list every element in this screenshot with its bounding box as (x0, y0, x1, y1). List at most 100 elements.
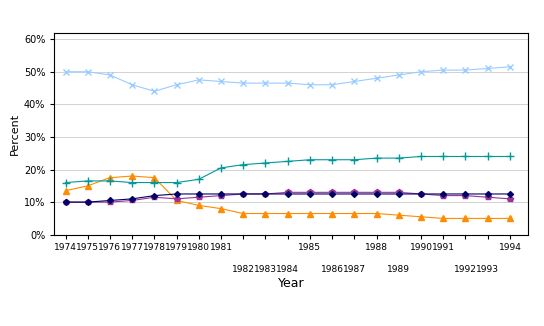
Purch. Elect. (195, 177, 202, 181)
Coal (84, 200, 91, 204)
Natural Gas (484, 67, 491, 70)
Natural Gas (240, 81, 246, 85)
Line: Natural Gas: Natural Gas (62, 63, 514, 95)
Purch. Elect. (373, 156, 380, 160)
Coal (129, 199, 135, 202)
Purch. Elect. (462, 155, 469, 158)
Text: 1987: 1987 (343, 265, 366, 274)
Coal (373, 190, 380, 194)
Natural Gas (440, 68, 447, 72)
All Others (307, 192, 313, 196)
Total Fuel Oil (151, 176, 158, 180)
All Others (84, 200, 91, 204)
Text: 1984: 1984 (276, 265, 299, 274)
Text: 1992: 1992 (454, 265, 477, 274)
All Others (418, 192, 424, 196)
All Others (240, 192, 246, 196)
Total Fuel Oil (240, 212, 246, 215)
Coal (351, 190, 357, 194)
Purch. Elect. (174, 181, 180, 185)
All Others (440, 192, 447, 196)
Natural Gas (129, 83, 135, 87)
Text: 1983: 1983 (254, 265, 277, 274)
Natural Gas (462, 68, 469, 72)
Coal (484, 195, 491, 199)
Purch. Elect. (107, 179, 113, 183)
Total Fuel Oil (84, 184, 91, 188)
Coal (285, 190, 291, 194)
Total Fuel Oil (506, 216, 513, 220)
Natural Gas (395, 73, 402, 77)
Total Fuel Oil (373, 212, 380, 215)
Line: Coal: Coal (63, 189, 512, 205)
Total Fuel Oil (351, 212, 357, 215)
Coal (418, 192, 424, 196)
Purch. Elect. (506, 155, 513, 158)
Y-axis label: Percent: Percent (10, 112, 20, 155)
Line: Purch. Elect.: Purch. Elect. (61, 152, 514, 187)
Coal (174, 197, 180, 201)
Natural Gas (107, 73, 113, 77)
Purch. Elect. (240, 163, 246, 167)
All Others (218, 192, 224, 196)
Natural Gas (195, 78, 202, 82)
Purch. Elect. (285, 159, 291, 163)
Total Fuel Oil (218, 207, 224, 211)
Coal (395, 190, 402, 194)
Purch. Elect. (151, 181, 158, 185)
Coal (195, 195, 202, 199)
Purch. Elect. (329, 158, 336, 162)
Coal (329, 190, 336, 194)
All Others (351, 192, 357, 196)
Coal (151, 195, 158, 199)
Total Fuel Oil (262, 212, 269, 215)
Purch. Elect. (84, 179, 91, 183)
Natural Gas (351, 80, 357, 83)
Total Fuel Oil (174, 199, 180, 202)
Total Fuel Oil (285, 212, 291, 215)
All Others (395, 192, 402, 196)
All Others (174, 192, 180, 196)
All Others (62, 200, 69, 204)
All Others (285, 192, 291, 196)
Line: Total Fuel Oil: Total Fuel Oil (63, 173, 512, 221)
Natural Gas (218, 80, 224, 83)
Total Fuel Oil (329, 212, 336, 215)
All Others (262, 192, 269, 196)
All Others (151, 194, 158, 198)
Total Fuel Oil (395, 213, 402, 217)
Purch. Elect. (218, 166, 224, 170)
Purch. Elect. (484, 155, 491, 158)
All Others (462, 192, 469, 196)
All Others (107, 199, 113, 202)
Natural Gas (285, 81, 291, 85)
Natural Gas (84, 70, 91, 74)
Natural Gas (151, 89, 158, 93)
Text: 1986: 1986 (320, 265, 344, 274)
Natural Gas (262, 81, 269, 85)
Coal (240, 192, 246, 196)
Total Fuel Oil (440, 216, 447, 220)
Total Fuel Oil (129, 174, 135, 178)
Natural Gas (62, 70, 69, 74)
Total Fuel Oil (195, 203, 202, 207)
Coal (262, 192, 269, 196)
Total Fuel Oil (307, 212, 313, 215)
Purch. Elect. (395, 156, 402, 160)
Line: All Others: All Others (64, 192, 512, 204)
Coal (506, 197, 513, 201)
Purch. Elect. (418, 155, 424, 158)
Purch. Elect. (351, 158, 357, 162)
All Others (195, 192, 202, 196)
Coal (307, 190, 313, 194)
All Others (129, 197, 135, 201)
Total Fuel Oil (462, 216, 469, 220)
Text: 1993: 1993 (476, 265, 499, 274)
All Others (373, 192, 380, 196)
Natural Gas (329, 83, 336, 87)
Purch. Elect. (262, 161, 269, 165)
Total Fuel Oil (62, 189, 69, 193)
Coal (462, 194, 469, 198)
Text: 1982: 1982 (232, 265, 255, 274)
Natural Gas (307, 83, 313, 87)
